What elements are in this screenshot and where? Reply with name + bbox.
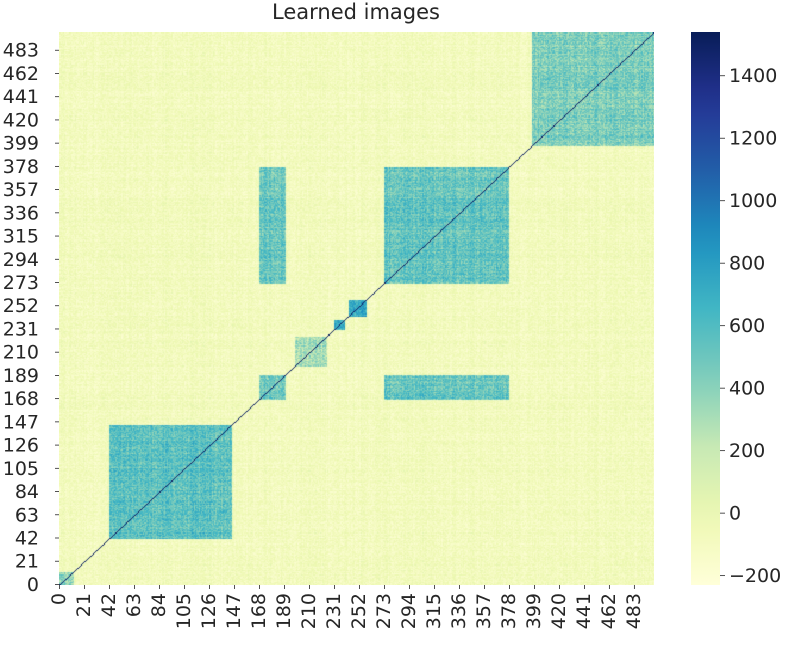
colorbar-tick-label: 400 [729,378,765,400]
colorbar-tick-label: 200 [729,440,765,462]
x-tick-label: 42 [98,593,120,617]
x-tick-label: 189 [273,593,295,629]
y-tick-label: 168 [3,388,39,410]
y-tick-label: 126 [3,435,39,457]
x-tick-label: 0 [48,593,70,605]
y-tick-label: 273 [3,272,39,294]
y-tick-label: 315 [3,226,39,248]
x-tick-label: 378 [498,593,520,629]
colorbar-tick-label: 1400 [729,65,777,87]
x-tick-label: 126 [198,593,220,629]
y-tick-label: 252 [3,295,39,317]
colorbar-tick-label: 0 [729,503,741,525]
x-tick-label: 273 [373,593,395,629]
heatmap-cells [59,32,654,585]
y-tick-label: 357 [3,179,39,201]
x-tick-label: 420 [548,593,570,629]
colorbar-ticks: −200 0 200 400 600 800 1000 1200 1400 [720,65,781,587]
x-tick-label: 252 [348,593,370,629]
y-tick-label: 441 [3,86,39,108]
y-tick-label: 231 [3,318,39,340]
y-tick-label: 420 [3,109,39,131]
x-tick-label: 441 [573,593,595,629]
colorbar-tick-label: −200 [729,565,781,587]
x-tick-label: 399 [523,593,545,629]
colorbar-tick-label: 800 [729,253,765,275]
colorbar-gradient [691,32,720,585]
x-tick-label: 357 [473,593,495,629]
y-tick-label: 21 [15,551,39,573]
x-tick-label: 315 [423,593,445,629]
x-tick-label: 231 [323,593,345,629]
x-tick-label: 63 [123,593,145,617]
y-tick-label: 147 [3,411,39,433]
y-tick-label: 0 [27,574,39,596]
y-tick-label: 336 [3,202,39,224]
y-tick-label: 210 [3,342,39,364]
x-tick-label: 84 [148,593,170,617]
y-tick-label: 483 [3,40,39,62]
colorbar-tick-label: 600 [729,315,765,337]
y-tick-label: 42 [15,527,39,549]
x-tick-label: 483 [623,593,645,629]
y-axis-ticks: 0214263841051261471681892102312522732943… [3,40,59,596]
x-tick-label: 294 [398,593,420,629]
colorbar-tick-label: 1200 [729,128,777,150]
y-tick-label: 378 [3,156,39,178]
x-axis-ticks: 0 21 42 63 84 105 126 147 168 189 210 231 252 273 294 3… [48,585,645,629]
colorbar-tick-label: 1000 [729,190,777,212]
x-tick-label: 168 [248,593,270,629]
y-tick-label: 63 [15,504,39,526]
x-tick-label: 336 [448,593,470,629]
heatmap-plot-area [59,32,654,585]
y-tick-label: 294 [3,249,39,271]
x-tick-label: 462 [598,593,620,629]
y-tick-label: 105 [3,458,39,480]
y-tick-label: 462 [3,63,39,85]
x-tick-label: 21 [73,593,95,617]
x-tick-label: 210 [298,593,320,629]
y-tick-label: 399 [3,133,39,155]
chart-title: Learned images [272,0,440,24]
x-tick-label: 147 [223,593,245,629]
y-tick-label: 189 [3,365,39,387]
x-tick-label: 105 [173,593,195,629]
colorbar: −200 0 200 400 600 800 1000 1200 1400 [691,32,781,587]
y-tick-label: 84 [15,481,39,503]
